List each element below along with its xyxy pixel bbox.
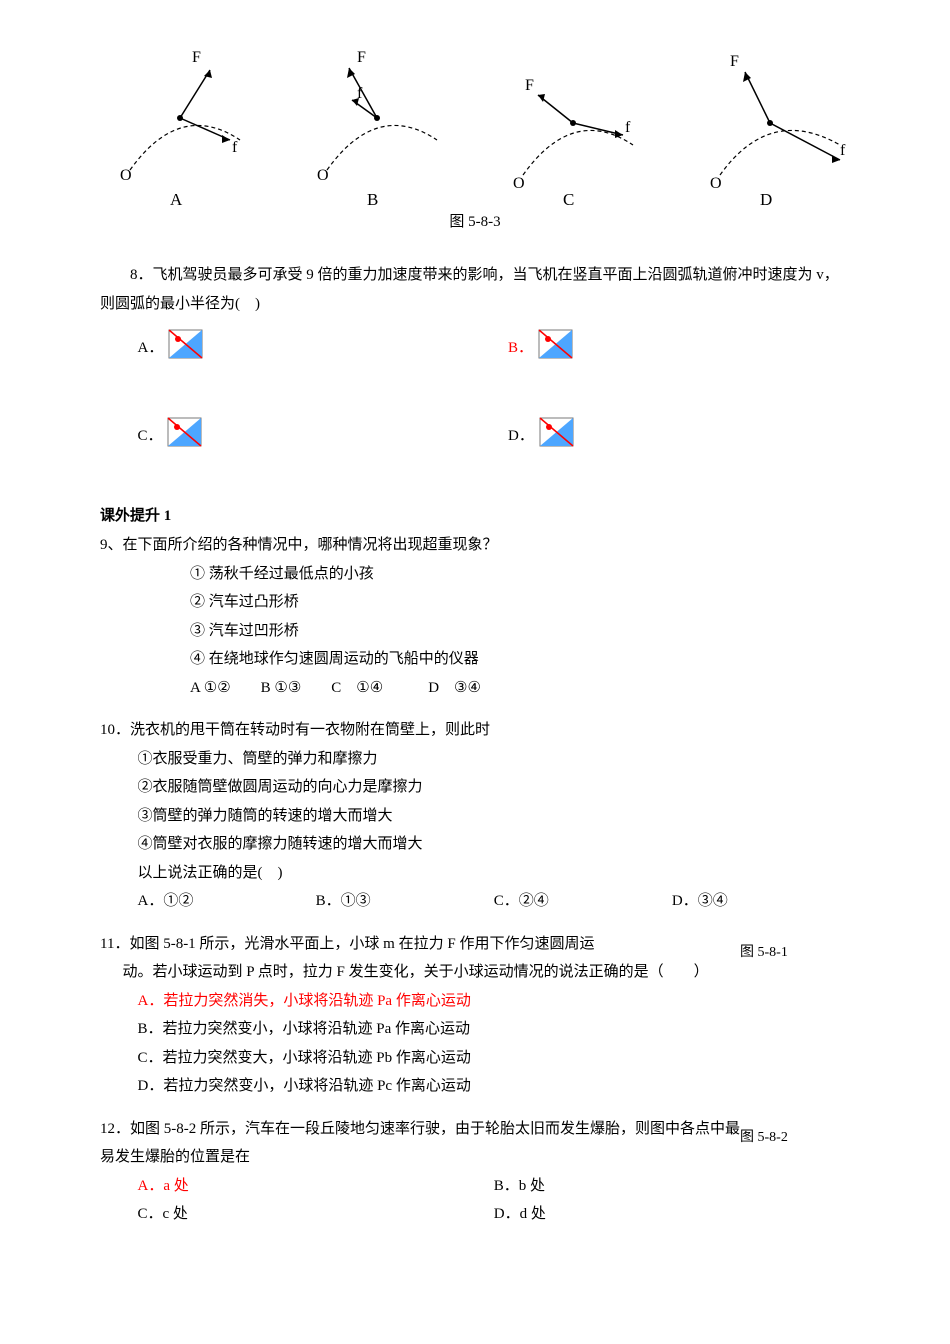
question-10: 10．洗衣机的甩干筒在转动时有一衣物附在筒壁上，则此时 ①衣服受重力、筒壁的弹力… xyxy=(100,716,850,916)
q12-opt-c: C．c 处 xyxy=(138,1200,494,1229)
q8-opt-a-label: A． xyxy=(138,328,164,363)
page: F f O A F f O B xyxy=(0,0,950,1283)
diagram-a-icon: F f O A xyxy=(100,40,250,210)
q10-opts: A．①② B．①③ C．②④ D．③④ xyxy=(100,887,850,916)
q9-item-2: ② 汽车过凸形桥 xyxy=(100,588,850,617)
diagram-d-icon: F f O D xyxy=(690,40,850,210)
svg-text:F: F xyxy=(730,53,739,70)
svg-text:O: O xyxy=(120,167,132,184)
svg-text:O: O xyxy=(710,175,722,192)
q9-stem: 9、在下面所介绍的各种情况中，哪种情况将出现超重现象？ xyxy=(100,531,850,560)
q9-opts: A ①② B ①③ C ①④ D ③④ xyxy=(100,674,850,703)
question-11: 11．如图 5-8-1 所示，光滑水平面上，小球 m 在拉力 F 作用下作匀速圆… xyxy=(100,930,850,1101)
q8-opt-b: B． xyxy=(508,328,850,398)
svg-text:F: F xyxy=(525,77,534,94)
svg-text:F: F xyxy=(192,49,201,66)
q10-item-1: ①衣服受重力、筒壁的弹力和摩擦力 xyxy=(100,745,850,774)
q10-opt-b: B．①③ xyxy=(316,887,494,916)
formula-placeholder-icon xyxy=(166,416,214,456)
q12-opt-b: B．b 处 xyxy=(494,1172,850,1201)
fig-panel-a: F f O A xyxy=(100,40,250,215)
svg-text:C: C xyxy=(563,190,574,209)
q9-item-1: ① 荡秋千经过最低点的小孩 xyxy=(100,560,850,589)
q11-stem-2: 动。若小球运动到 P 点时，拉力 F 发生变化，关于小球运动情况的说法正确的是（… xyxy=(100,958,740,987)
q8-opt-b-label: B． xyxy=(508,328,533,363)
fig-panel-c: F f O C xyxy=(493,40,643,215)
q9-item-4: ④ 在绕地球作匀速圆周运动的飞船中的仪器 xyxy=(100,645,850,674)
q8-stem: 8．飞机驾驶员最多可承受 9 倍的重力加速度带来的影响，当飞机在竖直平面上沿圆弧… xyxy=(100,261,850,318)
svg-text:f: f xyxy=(840,142,846,159)
svg-text:f: f xyxy=(625,119,631,136)
diagram-b-icon: F f O B xyxy=(297,40,447,210)
q10-item-3: ③筒壁的弹力随筒的转速的增大而增大 xyxy=(100,802,850,831)
q12-opts-row2: C．c 处 D．d 处 xyxy=(100,1200,850,1229)
q12-opts-row1: A．a 处 B．b 处 xyxy=(100,1172,850,1201)
fig-panel-b: F f O B xyxy=(297,40,447,215)
q12-opt-a: A．a 处 xyxy=(138,1172,494,1201)
q11-opt-a: A．若拉力突然消失，小球将沿轨迹 Pa 作离心运动 xyxy=(100,987,850,1016)
q8-opt-a: A． xyxy=(138,328,480,398)
question-12: 12．如图 5-8-2 所示，汽车在一段丘陵地匀速率行驶，由于轮胎太旧而发生爆胎… xyxy=(100,1115,850,1229)
q8-opt-d-label: D． xyxy=(508,416,534,451)
q8-options-row2: C． D． xyxy=(100,416,850,486)
q11-opt-c: C．若拉力突然变大，小球将沿轨迹 Pb 作离心运动 xyxy=(100,1044,850,1073)
fig-panel-d: F f O D xyxy=(690,40,850,215)
fig-5-8-1-label: 图 5-8-1 xyxy=(740,930,850,987)
question-8: 8．飞机驾驶员最多可承受 9 倍的重力加速度带来的影响，当飞机在竖直平面上沿圆弧… xyxy=(100,261,850,486)
svg-text:O: O xyxy=(317,167,329,184)
formula-placeholder-icon xyxy=(538,416,586,456)
fig-5-8-2-label: 图 5-8-2 xyxy=(740,1115,850,1172)
q10-prompt: 以上说法正确的是( ) xyxy=(100,859,850,888)
figure-5-8-3: F f O A F f O B xyxy=(100,40,850,215)
q10-item-2: ②衣服随筒壁做圆周运动的向心力是摩擦力 xyxy=(100,773,850,802)
q10-stem: 10．洗衣机的甩干筒在转动时有一衣物附在筒壁上，则此时 xyxy=(100,716,850,745)
svg-text:A: A xyxy=(170,190,183,209)
q8-opt-c-label: C． xyxy=(138,416,163,451)
q8-opt-d: D． xyxy=(508,416,850,486)
question-9: 9、在下面所介绍的各种情况中，哪种情况将出现超重现象？ ① 荡秋千经过最低点的小… xyxy=(100,531,850,702)
q12-stem: 12．如图 5-8-2 所示，汽车在一段丘陵地匀速率行驶，由于轮胎太旧而发生爆胎… xyxy=(100,1115,740,1172)
q11-opt-b: B．若拉力突然变小，小球将沿轨迹 Pa 作离心运动 xyxy=(100,1015,850,1044)
svg-text:O: O xyxy=(513,175,525,192)
q11-opt-d: D．若拉力突然变小，小球将沿轨迹 Pc 作离心运动 xyxy=(100,1072,850,1101)
q9-item-3: ③ 汽车过凹形桥 xyxy=(100,617,850,646)
q10-opt-a: A．①② xyxy=(138,887,316,916)
formula-placeholder-icon xyxy=(537,328,585,368)
formula-placeholder-icon xyxy=(167,328,215,368)
section-heading: 课外提升 1 xyxy=(100,504,850,525)
q8-options: A． B． xyxy=(100,328,850,398)
q11-stem-1: 11．如图 5-8-1 所示，光滑水平面上，小球 m 在拉力 F 作用下作匀速圆… xyxy=(100,930,740,959)
q8-opt-c: C． xyxy=(138,416,480,486)
diagram-c-icon: F f O C xyxy=(493,40,643,210)
svg-text:f: f xyxy=(232,139,238,156)
q10-opt-d: D．③④ xyxy=(672,887,850,916)
svg-text:D: D xyxy=(760,190,772,209)
q12-opt-d: D．d 处 xyxy=(494,1200,850,1229)
svg-text:B: B xyxy=(367,190,378,209)
svg-text:f: f xyxy=(357,85,363,102)
q10-item-4: ④筒壁对衣服的摩擦力随转速的增大而增大 xyxy=(100,830,850,859)
q10-opt-c: C．②④ xyxy=(494,887,672,916)
svg-text:F: F xyxy=(357,49,366,66)
